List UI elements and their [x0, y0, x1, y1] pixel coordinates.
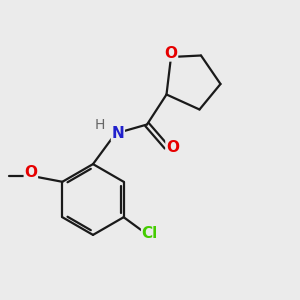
Text: H: H — [95, 118, 105, 132]
Text: O: O — [24, 165, 37, 180]
Text: O: O — [164, 46, 178, 61]
Text: O: O — [166, 140, 179, 154]
Text: N: N — [112, 126, 124, 141]
Text: Cl: Cl — [142, 226, 158, 241]
